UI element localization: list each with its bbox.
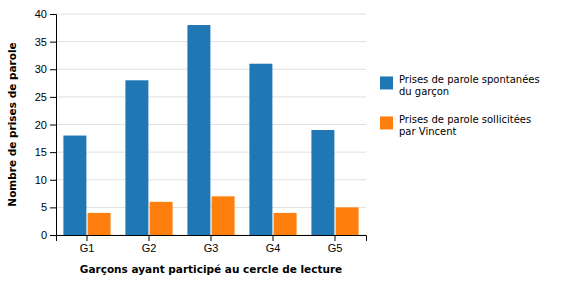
y-tick-label: 30: [35, 63, 47, 75]
x-tick-mark: [149, 235, 150, 241]
y-tick-label: 15: [35, 146, 47, 158]
y-tick: 5: [41, 201, 56, 213]
y-tick: 35: [35, 36, 56, 48]
bar: [187, 25, 210, 235]
y-tick-mark: [50, 69, 56, 70]
x-tick: G1: [80, 235, 95, 254]
grid-line: [56, 69, 366, 70]
bar: [125, 80, 148, 235]
plot: 0 5 10 15 20 25 30 35 40 G1 G2 G3 G4 G5 Garçons ayant …: [6, 8, 540, 275]
y-tick: 0: [41, 229, 56, 241]
bar: [63, 136, 86, 235]
x-tick-label: G5: [328, 242, 343, 254]
y-tick-mark: [50, 180, 56, 181]
y-tick-mark: [50, 207, 56, 208]
bar: [88, 213, 111, 235]
bars: [63, 25, 358, 235]
x-tick-mark: [335, 235, 336, 241]
y-tick-label: 40: [35, 8, 47, 20]
legend-label: Prises de parole sollicitéespar Vincent: [399, 114, 531, 137]
y-tick: 15: [35, 146, 56, 158]
legend-swatch: [380, 116, 393, 129]
bar: [212, 196, 235, 235]
x-tick: G3: [204, 235, 219, 254]
legend-swatch: [380, 76, 393, 89]
y-tick-mark: [50, 125, 56, 126]
y-tick: 20: [35, 119, 56, 131]
x-tick-label: G4: [266, 242, 281, 254]
legend-entry: Prises de parole sollicitéespar Vincent: [380, 114, 531, 137]
grid: [56, 14, 366, 235]
grid-line: [56, 41, 366, 42]
x-axis-title: Garçons ayant participé au cercle de lec…: [80, 263, 342, 275]
bar-series: [88, 196, 359, 235]
bar-series: [63, 25, 334, 235]
x-tick-mark: [87, 235, 88, 241]
x-tick-label: G2: [142, 242, 157, 254]
y-axis-title: Nombre de prises de parole: [6, 42, 18, 206]
x-axis-line: [57, 236, 367, 242]
bar: [150, 202, 173, 235]
x-tick-mark: [273, 235, 274, 241]
bar: [311, 130, 334, 235]
x-tick: G5: [328, 235, 343, 254]
legend-label: Prises de parole spontanéesdu garçon: [399, 74, 540, 97]
y-tick: 10: [35, 174, 56, 186]
grid-line: [56, 96, 366, 97]
y-tick-label: 10: [35, 174, 47, 186]
bar: [249, 64, 272, 235]
bar: [274, 213, 297, 235]
legend: Prises de parole spontanéesdu garçon Pris…: [380, 74, 540, 137]
y-axis-line: [50, 15, 57, 236]
x-tick-label: G3: [204, 242, 219, 254]
x-tick-mark: [211, 235, 212, 241]
grid-line: [56, 124, 366, 125]
y-tick-mark: [50, 97, 56, 98]
y-tick-mark: [50, 152, 56, 153]
y-axis: 0 5 10 15 20 25 30 35 40: [35, 8, 57, 241]
x-tick: G2: [142, 235, 157, 254]
y-tick-mark: [50, 14, 56, 15]
y-tick: 25: [35, 91, 56, 103]
y-tick-mark: [50, 235, 56, 236]
y-tick: 30: [35, 63, 56, 75]
grid-line: [56, 14, 366, 15]
y-tick-label: 20: [35, 119, 47, 131]
y-tick-label: 35: [35, 36, 47, 48]
y-tick: 40: [35, 8, 56, 20]
legend-entry: Prises de parole spontanéesdu garçon: [380, 74, 540, 97]
chart: 0 5 10 15 20 25 30 35 40 G1 G2 G3 G4 G5 Garçons ayant …: [0, 0, 566, 285]
x-tick-label: G1: [80, 242, 95, 254]
bar: [336, 207, 359, 235]
y-tick-label: 25: [35, 91, 47, 103]
x-tick: G4: [266, 235, 281, 254]
y-tick-label: 0: [41, 229, 47, 241]
y-tick-label: 5: [41, 201, 47, 213]
y-tick-mark: [50, 42, 56, 43]
x-axis: G1 G2 G3 G4 G5: [57, 235, 367, 254]
